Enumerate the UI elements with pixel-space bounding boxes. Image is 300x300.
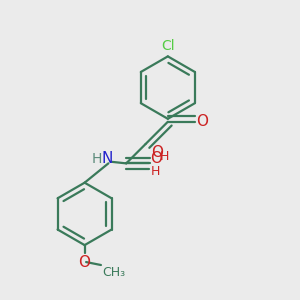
- Text: O: O: [150, 152, 162, 166]
- Text: O: O: [151, 145, 163, 160]
- Text: O: O: [196, 114, 208, 129]
- Text: H: H: [92, 152, 102, 166]
- Text: H: H: [151, 165, 160, 178]
- Text: Cl: Cl: [161, 39, 175, 53]
- Text: CH₃: CH₃: [102, 266, 125, 279]
- Text: H: H: [160, 150, 169, 163]
- Text: O: O: [79, 255, 91, 270]
- Text: N: N: [101, 152, 112, 166]
